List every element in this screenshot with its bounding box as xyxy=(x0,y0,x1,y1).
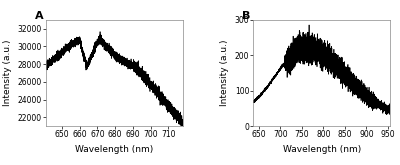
Y-axis label: Intensity (a.u.): Intensity (a.u.) xyxy=(3,40,12,106)
Y-axis label: Intensity (a.u.): Intensity (a.u.) xyxy=(220,40,229,106)
Text: B: B xyxy=(242,11,251,21)
X-axis label: Wavelength (nm): Wavelength (nm) xyxy=(75,145,153,154)
X-axis label: Wavelength (nm): Wavelength (nm) xyxy=(283,145,361,154)
Text: A: A xyxy=(35,11,43,21)
